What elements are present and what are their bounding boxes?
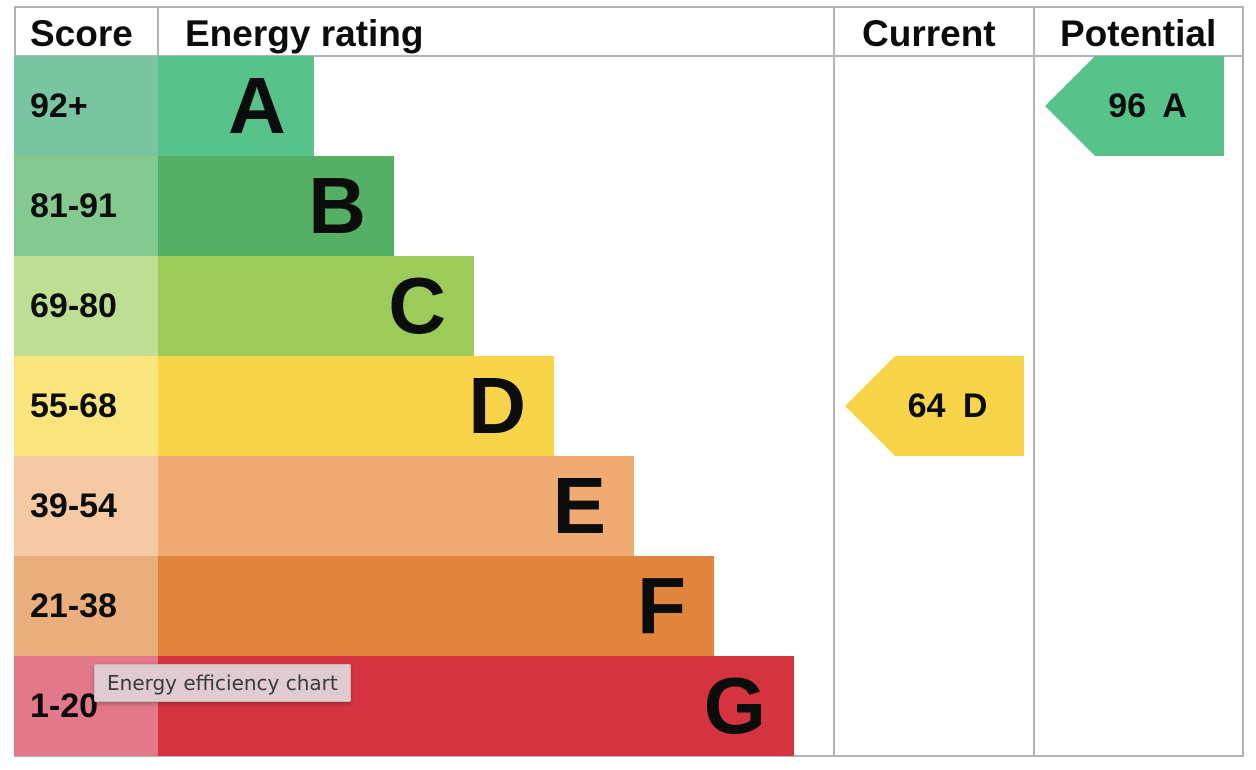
rating-letter: G: [703, 661, 766, 750]
rating-bar: F: [158, 556, 714, 656]
table-left-border: [14, 6, 16, 56]
rating-bar: D: [158, 356, 554, 456]
table-right-border: [1242, 6, 1244, 757]
rating-letter: C: [388, 261, 446, 350]
rating-row-a: 92+ A: [14, 56, 314, 156]
rating-letter: D: [468, 361, 526, 450]
header-bottom-border: [14, 55, 1244, 57]
current-rating-arrow: 64 D: [845, 356, 1024, 456]
rating-letter: A: [228, 61, 286, 150]
rating-bar: B: [158, 156, 394, 256]
potential-rating-label: 96 A: [1108, 87, 1187, 125]
header-current: Current: [862, 13, 996, 54]
rating-bar: C: [158, 256, 474, 356]
tooltip: Energy efficiency chart: [94, 664, 351, 702]
rating-letter: B: [308, 161, 366, 250]
table-bottom-border: [14, 755, 1244, 757]
score-column-divider: [157, 6, 159, 56]
arrow-shape: [845, 356, 1024, 456]
rating-row-d: 55-68 D: [14, 356, 554, 456]
score-range: 39-54: [14, 456, 158, 556]
rating-bar: A: [158, 56, 314, 156]
rating-letter: F: [637, 561, 686, 650]
current-column-left-divider: [833, 6, 835, 757]
rating-row-b: 81-91 B: [14, 156, 394, 256]
rating-row-f: 21-38 F: [14, 556, 714, 656]
score-range: 81-91: [14, 156, 158, 256]
potential-column-left-divider: [1033, 6, 1035, 757]
rating-row-c: 69-80 C: [14, 256, 474, 356]
potential-rating-arrow: 96 A: [1045, 56, 1224, 156]
score-range: 55-68: [14, 356, 158, 456]
header-energy-rating: Energy rating: [185, 13, 424, 54]
rating-row-e: 39-54 E: [14, 456, 634, 556]
arrow-shape: [1045, 56, 1224, 156]
score-range: 92+: [14, 56, 158, 156]
rating-bar: E: [158, 456, 634, 556]
header-potential: Potential: [1060, 13, 1217, 54]
score-range: 21-38: [14, 556, 158, 656]
rating-letter: E: [552, 461, 606, 550]
current-rating-label: 64 D: [907, 387, 988, 425]
table-top-border: [14, 6, 1244, 8]
score-range: 69-80: [14, 256, 158, 356]
header-score: Score: [30, 13, 133, 54]
